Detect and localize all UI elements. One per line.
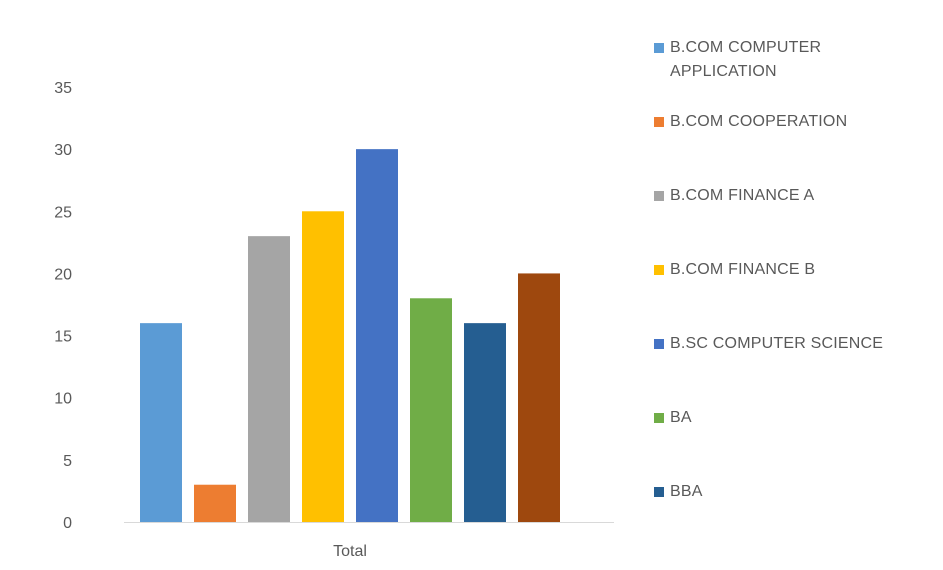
y-tick-label: 30: [54, 142, 72, 159]
legend-item: B.COM FINANCE A: [654, 184, 939, 258]
bar: [194, 484, 236, 522]
y-tick-label: 10: [54, 391, 72, 408]
legend-label: B.COM COMPUTER APPLICATION: [670, 39, 822, 80]
bar: [302, 211, 344, 523]
legend-swatch: [654, 191, 664, 201]
legend-item: B.COM COOPERATION: [654, 110, 939, 184]
bar: [410, 298, 452, 522]
legend-label: BBA: [670, 483, 703, 500]
bar: [248, 236, 290, 522]
x-category-label: Total: [333, 543, 367, 560]
legend-swatch: [654, 339, 664, 349]
bar: [518, 273, 560, 522]
legend-item: BA: [654, 406, 939, 480]
y-tick-label: 25: [54, 204, 72, 221]
y-tick-label: 20: [54, 266, 72, 283]
legend-label: B.COM COOPERATION: [670, 113, 848, 130]
legend-swatch: [654, 413, 664, 423]
legend-swatch: [654, 43, 664, 53]
y-tick-label: 15: [54, 329, 72, 346]
legend-item: BBA: [654, 480, 939, 554]
legend-label: B.SC COMPUTER SCIENCE: [670, 335, 884, 352]
legend-swatch: [654, 487, 664, 497]
legend-label: B.COM FINANCE A: [670, 187, 815, 204]
legend-item: B.SC COMPUTER SCIENCE: [654, 332, 939, 406]
bar: [464, 323, 506, 522]
legend-swatch: [654, 265, 664, 275]
chart-legend: B.COM COMPUTER APPLICATION B.COM COOPERAT…: [654, 36, 939, 554]
legend-label: BA: [670, 409, 692, 426]
bar: [140, 323, 182, 522]
legend-label: B.COM FINANCE B: [670, 261, 816, 278]
y-tick-label: 0: [63, 515, 72, 532]
legend-swatch: [654, 117, 664, 127]
legend-item: B.COM COMPUTER APPLICATION: [654, 36, 939, 110]
y-tick-label: 5: [63, 453, 72, 470]
y-tick-label: 35: [54, 80, 72, 97]
bar: [356, 149, 398, 522]
legend-item: B.COM FINANCE B: [654, 258, 939, 332]
